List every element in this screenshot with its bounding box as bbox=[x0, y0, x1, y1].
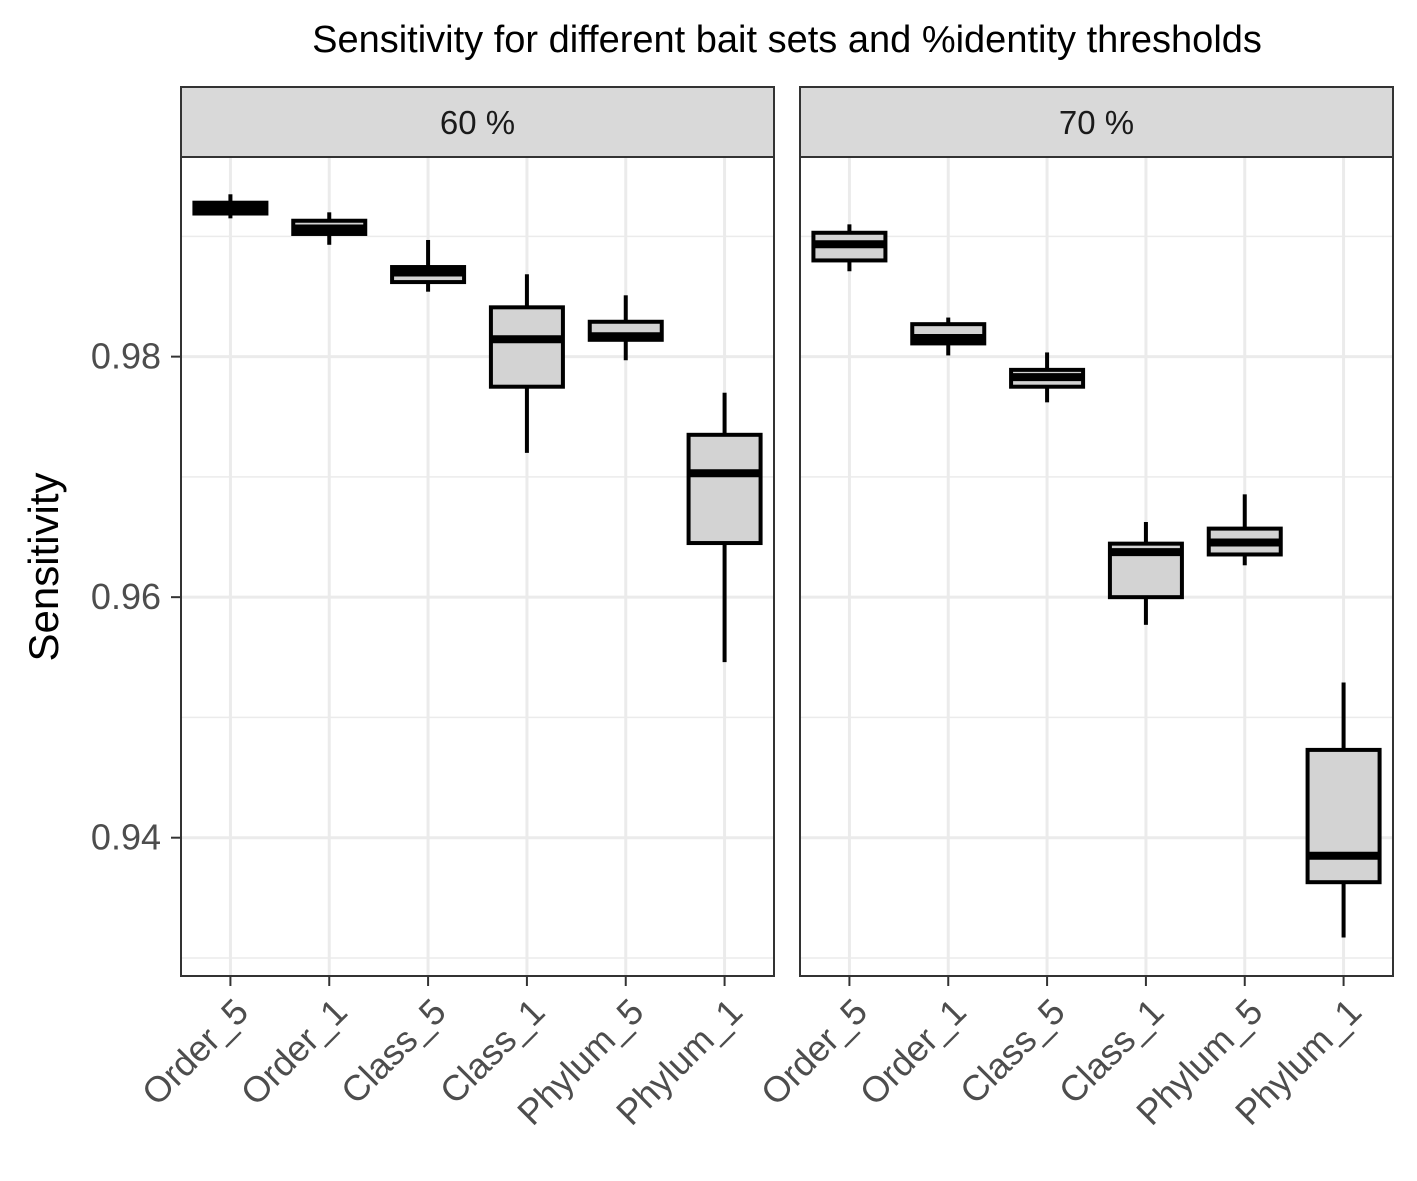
box-Class_1 bbox=[1107, 522, 1184, 625]
box-Phylum_5 bbox=[587, 295, 664, 361]
box-Order_1 bbox=[291, 212, 368, 245]
x-tick-label: Class_5 bbox=[952, 991, 1073, 1112]
facet-panel-0: 60 %Order_5Order_1Class_5Class_1Phylum_5… bbox=[134, 86, 775, 1133]
x-tick-label: Order_5 bbox=[753, 991, 875, 1113]
facet-strip-label: 70 % bbox=[1059, 104, 1134, 141]
facet-strip bbox=[180, 86, 775, 158]
x-tick-label: Order_5 bbox=[134, 991, 256, 1113]
y-tick-label: 0.98 bbox=[91, 336, 161, 377]
box-Class_5 bbox=[390, 239, 467, 292]
box-Class_5 bbox=[1009, 352, 1086, 403]
facet-panels: 60 %Order_5Order_1Class_5Class_1Phylum_5… bbox=[134, 86, 1394, 1133]
chart-title: Sensitivity for different bait sets and … bbox=[312, 19, 1262, 61]
y-tick-label: 0.96 bbox=[91, 576, 161, 617]
box-Class_1 bbox=[488, 274, 565, 453]
panel-background bbox=[181, 157, 774, 976]
box-iqr bbox=[686, 432, 763, 546]
box-Phylum_5 bbox=[1206, 494, 1283, 566]
facet-panel-1: 70 %Order_5Order_1Class_5Class_1Phylum_5… bbox=[753, 86, 1394, 1133]
facet-strip-label: 60 % bbox=[440, 104, 515, 141]
x-tick-label: Order_1 bbox=[233, 991, 355, 1113]
box-Phylum_1 bbox=[1305, 682, 1382, 938]
panel-background bbox=[800, 157, 1393, 976]
box-iqr bbox=[488, 305, 565, 389]
y-tick-label: 0.94 bbox=[91, 817, 161, 858]
box-iqr bbox=[1305, 747, 1382, 885]
y-axis-label: Sensitivity bbox=[20, 472, 67, 661]
box-Phylum_1 bbox=[686, 392, 763, 663]
facet-strip bbox=[799, 86, 1394, 158]
box-Order_5 bbox=[811, 224, 888, 272]
y-axis-ticks: 0.94 0.96 0.98 bbox=[91, 336, 181, 858]
box-Order_1 bbox=[910, 317, 987, 356]
box-Order_5 bbox=[192, 194, 269, 219]
x-tick-label: Class_5 bbox=[333, 991, 454, 1112]
x-tick-label: Order_1 bbox=[852, 991, 974, 1113]
